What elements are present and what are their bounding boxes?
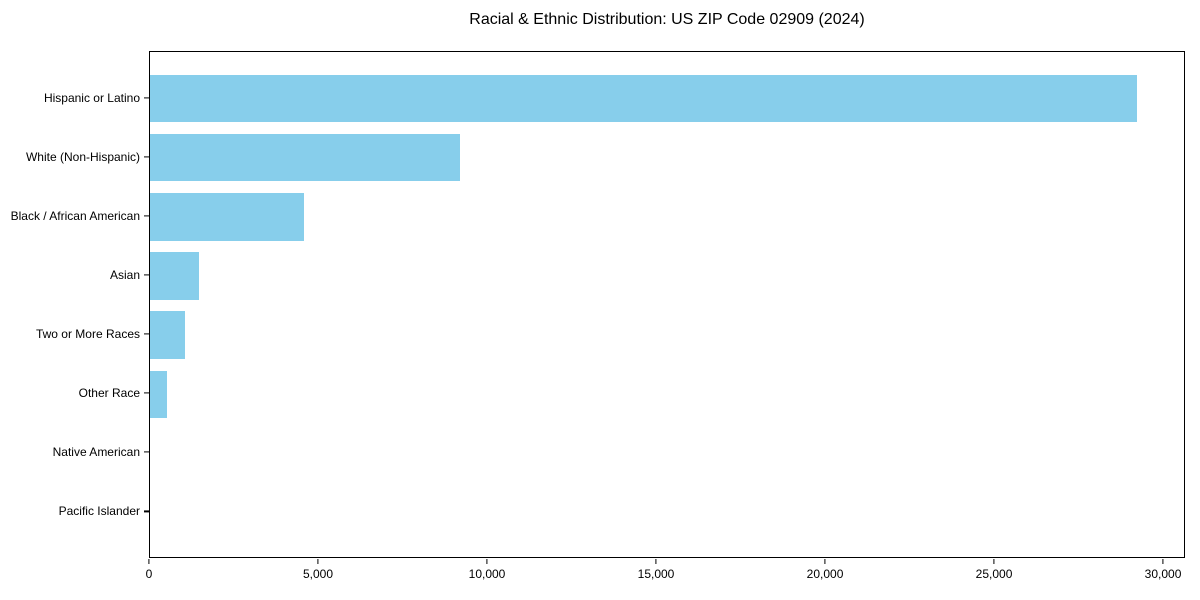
- y-axis-tick: [144, 97, 149, 99]
- x-tick-label-25000: 25,000: [975, 567, 1013, 581]
- x-axis-tick: [655, 559, 657, 564]
- bar-black-african-american: [150, 193, 305, 241]
- x-tick-label-15000: 15,000: [637, 567, 675, 581]
- chart-title: Racial & Ethnic Distribution: US ZIP Cod…: [469, 11, 865, 28]
- y-axis-tick: [144, 451, 149, 453]
- y-axis-tick: [144, 274, 149, 276]
- x-tick-label-5000: 5,000: [302, 567, 334, 581]
- x-tick-label-20000: 20,000: [806, 567, 844, 581]
- y-tick-label-asian: Asian: [109, 267, 140, 282]
- x-tick-label-10000: 10,000: [468, 567, 506, 581]
- x-axis-tick: [486, 559, 488, 564]
- y-axis-tick: [144, 510, 149, 512]
- x-axis-tick: [317, 559, 319, 564]
- x-axis-tick: [824, 559, 826, 564]
- y-tick-label-black-african-american: Black / African American: [10, 208, 140, 223]
- x-tick-label-0: 0: [145, 567, 153, 581]
- bar-hispanic-or-latino: [150, 75, 1137, 123]
- plot-area: [149, 51, 1185, 558]
- y-tick-label-two-or-more-races: Two or More Races: [35, 327, 140, 342]
- x-axis-tick: [1162, 559, 1164, 564]
- bar-white-non-hispanic: [150, 134, 460, 182]
- x-axis-tick: [148, 559, 150, 564]
- y-tick-label-native-american: Native American: [52, 445, 140, 460]
- y-axis-tick: [144, 392, 149, 394]
- y-axis-tick: [144, 333, 149, 335]
- y-axis-tick: [144, 215, 149, 217]
- bar-two-or-more-races: [150, 311, 186, 359]
- bar-other-race: [150, 370, 168, 418]
- y-tick-label-pacific-islander: Pacific Islander: [58, 504, 140, 519]
- y-tick-label-other-race: Other Race: [78, 386, 140, 401]
- y-axis-tick: [144, 156, 149, 158]
- y-tick-label-white-non-hispanic: White (Non-Hispanic): [25, 149, 140, 164]
- bar-asian: [150, 252, 199, 300]
- x-axis-tick: [993, 559, 995, 564]
- x-tick-label-30000: 30,000: [1144, 567, 1182, 581]
- y-tick-label-hispanic-or-latino: Hispanic or Latino: [43, 90, 140, 105]
